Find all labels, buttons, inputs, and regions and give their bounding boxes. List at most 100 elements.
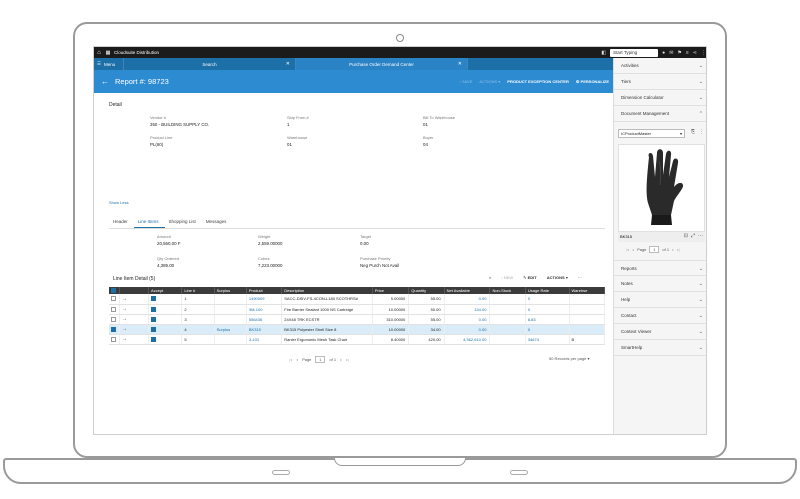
column-header-price[interactable]: Price <box>372 287 410 294</box>
row-checkbox[interactable] <box>111 306 116 312</box>
mail-icon[interactable]: ✉ <box>669 49 674 56</box>
edit-button[interactable]: ✎ EDIT <box>523 275 537 280</box>
cell-product[interactable]: BK315 <box>246 324 283 335</box>
column-header-product[interactable]: Product <box>246 287 283 294</box>
actions-button[interactable]: ACTIONS ▾ <box>479 79 501 84</box>
row-checkbox[interactable] <box>111 296 116 302</box>
more-icon[interactable]: ··· <box>698 233 703 239</box>
table-row[interactable]: → 5 3-101 Ranier Ergonomic Mesh Task Chair 8… <box>109 334 606 345</box>
cell-product[interactable]: 1490009 <box>246 294 283 305</box>
arrow-right-icon[interactable]: → <box>121 326 127 332</box>
column-header-usage-rate[interactable]: Usage Rate <box>525 287 570 294</box>
accept-checkbox[interactable] <box>151 316 157 322</box>
accept-checkbox[interactable] <box>151 296 157 302</box>
column-header-warehouse[interactable]: Warehse <box>569 287 606 294</box>
row-open[interactable]: → <box>119 324 150 335</box>
panel-tiers[interactable]: Tiers ⌄ <box>614 74 706 90</box>
more-icon[interactable]: ⋮ <box>699 129 705 135</box>
close-icon[interactable]: ✕ <box>285 61 290 67</box>
more-icon[interactable]: ⋮ <box>701 49 706 56</box>
accept-checkbox[interactable] <box>151 306 157 312</box>
cell-usage-rate[interactable]: 0 <box>525 294 570 305</box>
home-icon[interactable]: ⌂ <box>97 49 101 56</box>
list-icon[interactable]: ≡ <box>685 49 689 56</box>
table-row[interactable]: → 3 556436 24X48 TRK ECSTR 310.00000 55.00 0.0… <box>109 314 606 325</box>
first-page-icon[interactable]: |◂ <box>289 357 293 362</box>
cell-net-available[interactable]: 0.00 <box>444 324 491 335</box>
back-arrow-icon[interactable]: ← <box>101 77 109 86</box>
cell-product[interactable]: 556436 <box>246 314 283 325</box>
save-button[interactable]: ▫ SAVE <box>459 79 473 84</box>
new-button[interactable]: ▫ NEW <box>501 275 514 280</box>
arrow-right-icon[interactable]: → <box>121 306 127 312</box>
arrow-right-icon[interactable]: → <box>121 336 127 342</box>
cell-accept[interactable] <box>148 304 183 315</box>
next-page-icon[interactable]: ▸ <box>340 357 343 362</box>
page-number-input[interactable]: 1 <box>649 246 660 253</box>
row-select[interactable] <box>109 314 120 325</box>
tab-purchase-order-demand-center[interactable]: Purchase Order Demand Center ✕ <box>296 58 468 70</box>
last-page-icon[interactable]: ▸| <box>346 357 350 362</box>
cell-accept[interactable] <box>148 334 183 345</box>
global-search-input[interactable]: Start Typing <box>610 48 659 57</box>
product-exception-center-button[interactable]: PRODUCT EXCEPTION CENTER <box>507 79 569 84</box>
cell-net-available[interactable]: 0.00 <box>444 314 491 325</box>
panel-context-viewer[interactable]: Context Viewer ⌄ <box>614 324 706 340</box>
tab-header[interactable]: Header <box>113 219 128 224</box>
menu-button[interactable]: ☰ Menu <box>94 58 124 70</box>
bell-icon[interactable]: ◧ <box>601 49 607 56</box>
cell-usage-rate[interactable]: 0 <box>525 304 570 315</box>
column-header-surplus[interactable]: Surplus <box>214 287 247 294</box>
first-page-icon[interactable]: |◂ <box>626 247 630 252</box>
tab-search[interactable]: Search ✕ <box>124 58 296 70</box>
flag-icon[interactable]: ⚑ <box>677 49 682 56</box>
more-icon[interactable]: ··· <box>577 275 582 280</box>
column-header-line[interactable]: Line # <box>181 287 215 294</box>
prev-page-icon[interactable]: ◂ <box>296 357 299 362</box>
cell-usage-rate[interactable]: 0 <box>525 324 570 335</box>
cell-surplus[interactable]: Surplus <box>214 324 247 335</box>
page-number-input[interactable]: 1 <box>315 356 326 363</box>
select-all-checkbox[interactable] <box>111 288 116 294</box>
cell-surplus[interactable] <box>214 304 247 315</box>
close-icon[interactable]: ✕ <box>457 61 462 67</box>
records-per-page-select[interactable]: 50 Records per page ▾ <box>549 356 590 361</box>
arrow-right-icon[interactable]: → <box>121 316 127 322</box>
panel-dimension-calculator[interactable]: Dimension Calculator ⌄ <box>614 90 706 106</box>
tab-line-items[interactable]: Line Items <box>133 217 165 228</box>
actions-button[interactable]: ACTIONS ▾ <box>546 275 568 280</box>
row-open[interactable]: → <box>119 304 150 315</box>
column-header-quantity[interactable]: Quantity <box>408 287 445 294</box>
prev-page-icon[interactable]: ◂ <box>632 247 635 252</box>
tab-messages[interactable]: Messages <box>205 219 227 224</box>
open-icon[interactable]: ⤢ <box>690 233 695 239</box>
row-checkbox[interactable] <box>111 336 116 342</box>
arrow-right-icon[interactable]: → <box>121 295 127 302</box>
cell-net-available[interactable]: 4,362,610.00 <box>444 334 491 345</box>
cell-accept[interactable] <box>148 294 183 305</box>
row-checkbox[interactable] <box>111 316 116 322</box>
column-header-description[interactable]: Description <box>281 287 373 294</box>
row-select[interactable] <box>109 334 120 345</box>
cell-usage-rate[interactable]: 34674 <box>525 334 570 345</box>
table-row[interactable]: → 2 3M-100 Fire Barrier Sealant 1000 NS Car… <box>109 304 606 315</box>
cell-accept[interactable] <box>148 314 183 325</box>
show-less-link[interactable]: Show Less <box>109 200 129 205</box>
last-page-icon[interactable]: ▸| <box>677 247 681 252</box>
accept-checkbox[interactable] <box>151 336 157 342</box>
cell-surplus[interactable] <box>214 294 247 305</box>
cell-surplus[interactable] <box>214 334 247 345</box>
panel-activities[interactable]: Activities ⌄ <box>614 58 706 74</box>
row-checkbox[interactable] <box>111 326 116 332</box>
cell-net-available[interactable]: 134.00 <box>444 304 491 315</box>
personalize-button[interactable]: ⚙ PERSONALIZE <box>575 79 609 84</box>
column-header-net-available[interactable]: Net Available <box>444 287 491 294</box>
cell-net-available[interactable]: 0.00 <box>444 294 491 305</box>
row-select[interactable] <box>109 304 120 315</box>
table-row[interactable]: → 4 Surplus BK315 BK315 Polyester Shell Size… <box>109 324 606 335</box>
row-open[interactable]: → <box>119 334 150 345</box>
panel-help[interactable]: Help ⌄ <box>614 292 706 308</box>
share-icon[interactable]: ⋖ <box>692 49 697 56</box>
row-select[interactable] <box>109 294 120 305</box>
cell-product[interactable]: 3-101 <box>246 334 283 345</box>
